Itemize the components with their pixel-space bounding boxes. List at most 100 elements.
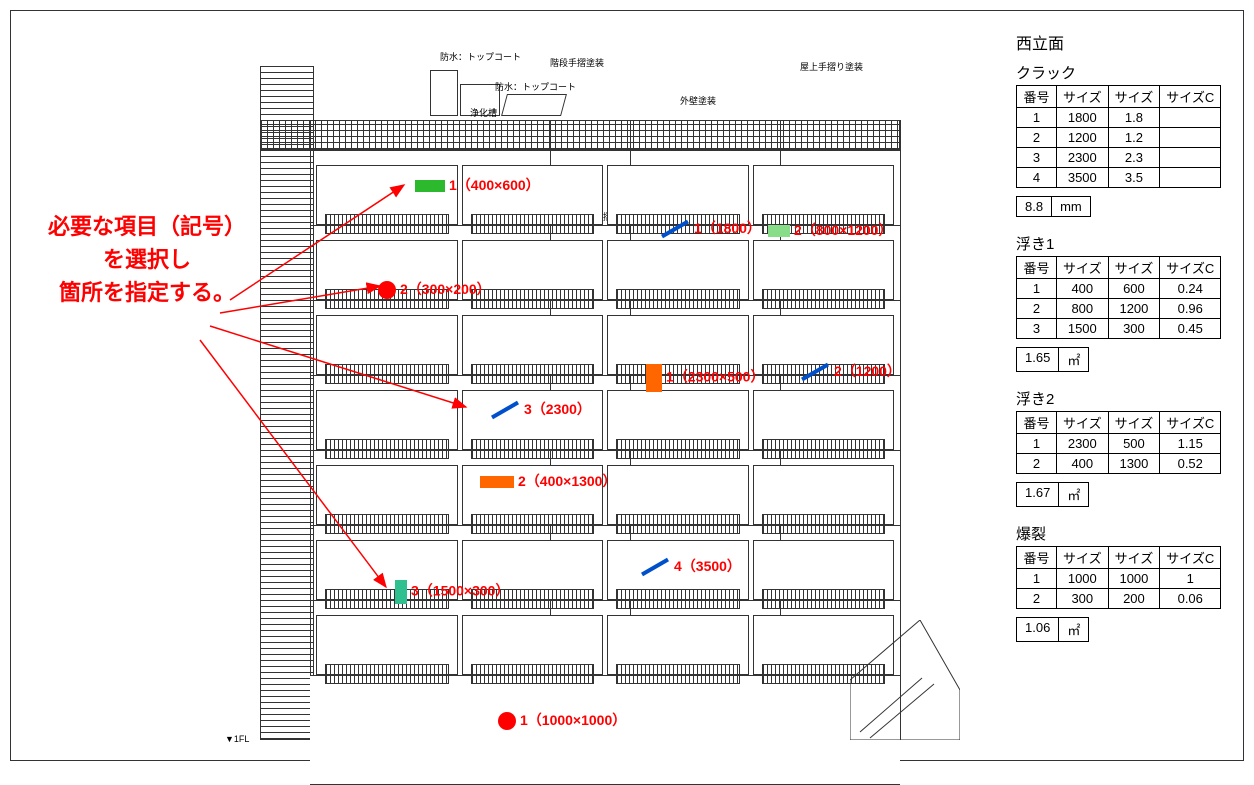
table-cell: 0.52: [1160, 454, 1221, 474]
instruction-line3: 箇所を指定する。: [22, 276, 272, 309]
marker-crack[interactable]: 3（2300）: [490, 399, 591, 419]
table-cell: 1: [1160, 569, 1221, 589]
table-cell: 1200: [1108, 299, 1160, 319]
marker-label: 1（1800）: [694, 220, 761, 236]
unit: [753, 240, 895, 300]
uki1-icon: [395, 580, 407, 604]
table-row: 240013000.52: [1017, 454, 1221, 474]
marker-crack[interactable]: 4（3500）: [640, 556, 741, 576]
table-cell: 1.15: [1160, 434, 1221, 454]
roof-label: 防水：トップコート: [495, 80, 576, 93]
uki2-icon: [646, 364, 662, 392]
table-cell: 1300: [1108, 454, 1160, 474]
marker-label: 1（400×600）: [449, 177, 540, 193]
table-header: サイズ: [1108, 412, 1160, 434]
table-header: サイズ: [1057, 412, 1109, 434]
table-header: サイズ: [1057, 547, 1109, 569]
roof-label: 外壁塗装: [680, 94, 716, 107]
table-row: 118001.8: [1017, 108, 1221, 128]
table-cell: 300: [1108, 319, 1160, 339]
floor: [310, 600, 900, 675]
roof-label: 防水：トップコート: [440, 50, 521, 63]
marker-uki2[interactable]: 2（400×1300）: [480, 471, 616, 491]
uki2-total: 1.67 ㎡: [1016, 482, 1089, 507]
table-cell: 3: [1017, 148, 1057, 168]
table-row: 14006000.24: [1017, 279, 1221, 299]
balcony: [471, 214, 595, 234]
table-cell: [1160, 128, 1221, 148]
marker-bakuretsu[interactable]: 1（1000×1000）: [498, 710, 626, 730]
unit: [753, 390, 895, 450]
table-cell: [1160, 148, 1221, 168]
unit: [316, 315, 458, 375]
unit: [753, 540, 895, 600]
balcony: [616, 514, 740, 534]
stair-tower: [260, 66, 314, 740]
table-cell: 300: [1057, 589, 1109, 609]
table-row: 280012000.96: [1017, 299, 1221, 319]
unit: [753, 165, 895, 225]
table-cell: 2: [1017, 454, 1057, 474]
table-cell: 3.5: [1108, 168, 1160, 188]
table-cell: 3500: [1057, 168, 1109, 188]
table-cell: 1200: [1057, 128, 1109, 148]
unit: [607, 390, 749, 450]
bakuretsu-total-value: 1.06: [1017, 618, 1059, 641]
marker-label: 3（1500×300）: [411, 583, 509, 599]
roof-label: 屋上手摺り塗装: [800, 60, 863, 73]
unit: [316, 465, 458, 525]
marker-uki1[interactable]: 1（400×600）: [415, 175, 540, 195]
table-row: 212001.2: [1017, 128, 1221, 148]
marker-uki1[interactable]: 3（1500×300）: [395, 580, 509, 604]
table-cell: 1500: [1057, 319, 1109, 339]
marker-uki1[interactable]: 2（800×1200）: [768, 220, 892, 240]
unit: [607, 465, 749, 525]
marker-label: 3（2300）: [524, 401, 591, 417]
uki2-icon: [480, 476, 514, 488]
marker-label: 2（1200）: [834, 363, 901, 379]
bakuretsu-icon: [378, 281, 396, 299]
bakuretsu-table: 番号サイズサイズサイズC110001000123002000.06: [1016, 546, 1221, 609]
marker-bakuretsu[interactable]: 2（300×200）: [378, 279, 491, 299]
table-cell: 400: [1057, 279, 1109, 299]
table-cell: [1160, 168, 1221, 188]
balcony: [325, 664, 449, 684]
table-header: サイズC: [1160, 257, 1221, 279]
table-header: 番号: [1017, 547, 1057, 569]
table-cell: 1: [1017, 434, 1057, 454]
unit: [462, 315, 604, 375]
table-cell: 2300: [1057, 434, 1109, 454]
table-cell: 4: [1017, 168, 1057, 188]
unit: [316, 390, 458, 450]
table-row: 23002000.06: [1017, 589, 1221, 609]
balcony: [762, 514, 886, 534]
table-cell: 2.3: [1108, 148, 1160, 168]
marker-label: 2（400×1300）: [518, 473, 616, 489]
uki2-total-unit: ㎡: [1059, 483, 1088, 506]
instruction-text: 必要な項目（記号） を選択し 箇所を指定する。: [22, 210, 272, 309]
balcony: [616, 589, 740, 609]
table-cell: 200: [1108, 589, 1160, 609]
table-cell: [1160, 108, 1221, 128]
table-cell: 1000: [1057, 569, 1109, 589]
uki1-total-unit: ㎡: [1059, 348, 1088, 371]
instruction-line2: を選択し: [22, 243, 272, 276]
balcony: [762, 439, 886, 459]
bakuretsu-total-unit: ㎡: [1059, 618, 1088, 641]
table-cell: 1800: [1057, 108, 1109, 128]
marker-crack[interactable]: 2（1200）: [800, 361, 901, 381]
uki1-icon: [768, 225, 790, 237]
balcony: [616, 289, 740, 309]
table-header: サイズ: [1057, 257, 1109, 279]
marker-uki2[interactable]: 1（2300×500）: [646, 364, 764, 392]
table-header: サイズ: [1108, 257, 1160, 279]
floor-level-label: ▼1FL: [225, 734, 249, 744]
uki1-total-value: 1.65: [1017, 348, 1059, 371]
uki1-title: 浮き1: [1016, 233, 1236, 254]
crack-total-value: 8.8: [1017, 197, 1052, 216]
marker-label: 1（2300×500）: [666, 369, 764, 385]
table-cell: 800: [1057, 299, 1109, 319]
floor: [310, 150, 900, 225]
elevation-title: 西立面: [1016, 30, 1236, 54]
marker-crack[interactable]: 1（1800）: [660, 218, 761, 238]
